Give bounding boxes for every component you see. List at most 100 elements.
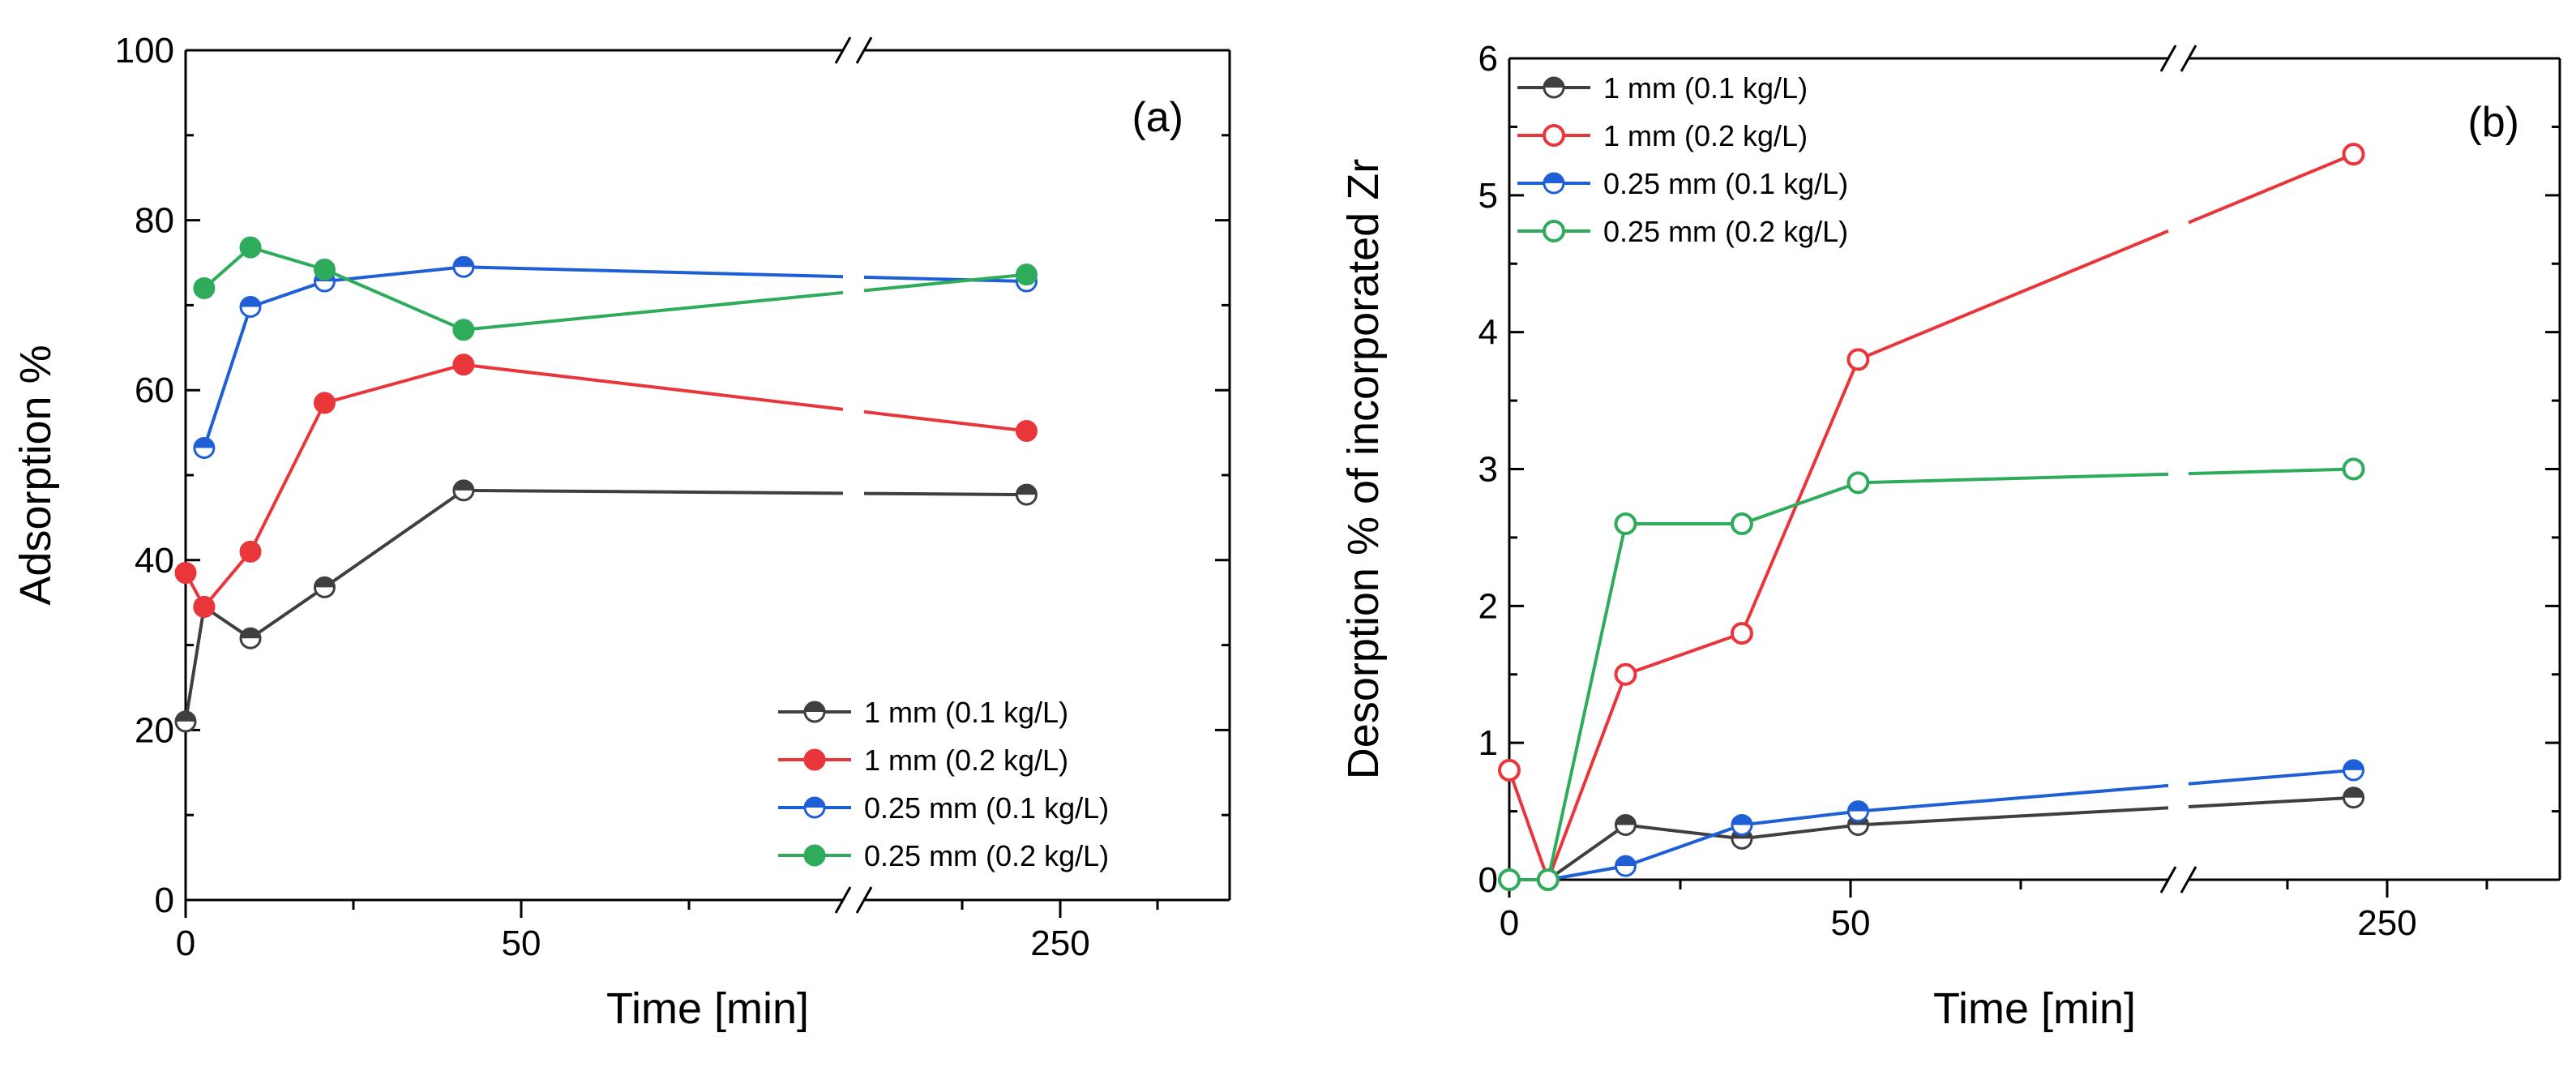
data-point <box>1498 758 1521 782</box>
legend: 1 mm (0.1 kg/L) 1 mm (0.2 kg/L) 0.25 mm (0… <box>778 696 1109 872</box>
y-axis-label: Adsorption % <box>11 345 60 605</box>
series-line-segment <box>249 402 327 553</box>
series-0-25-mm-0-1-kg-l <box>1537 759 2365 891</box>
series-line-segment <box>250 246 326 272</box>
marker-fill-half <box>1544 78 1564 88</box>
series-line-segment <box>863 409 1027 433</box>
panel-label: (a) <box>1132 94 1183 141</box>
series-line-segment <box>184 606 206 722</box>
y-tick-label: 4 <box>1478 313 1498 353</box>
legend-marker <box>803 844 826 867</box>
data-point <box>1846 800 1869 823</box>
y-tick-label: 0 <box>155 881 174 920</box>
data-point <box>452 479 475 502</box>
marker-fill-half <box>453 480 473 491</box>
series-line-segment <box>249 585 326 640</box>
axis-break-symbol: // <box>2178 40 2179 41</box>
series-line-segment <box>1857 229 2169 362</box>
series-line-segment <box>250 280 326 309</box>
x-tick-label: 0 <box>1500 903 1519 943</box>
legend-marker <box>1543 172 1565 195</box>
legend-label: 1 mm (0.2 kg/L) <box>864 744 1068 777</box>
data-point <box>2343 759 2365 782</box>
x-tick-label: 0 <box>176 924 195 963</box>
data-point <box>2342 457 2365 481</box>
series-0-25-mm-0-2-kg-l <box>193 236 1038 341</box>
legend-label: 0.25 mm (0.2 kg/L) <box>864 839 1109 872</box>
series-1-mm-0-2-kg-l <box>174 354 1038 618</box>
marker-fill-half <box>1615 815 1636 825</box>
data-point <box>1614 813 1637 836</box>
series-line-segment <box>463 488 844 495</box>
x-tick-label: 50 <box>502 924 541 963</box>
legend-marker <box>1543 220 1565 242</box>
series-line-segment <box>1858 783 2169 813</box>
series-line-segment <box>1546 674 1628 881</box>
data-point <box>174 562 197 585</box>
marker-fill-half <box>1848 801 1868 812</box>
legend-label: 0.25 mm (0.1 kg/L) <box>864 791 1109 825</box>
axis-break-mark <box>834 36 852 64</box>
series-line-segment <box>1741 481 1859 525</box>
data-point <box>2342 143 2365 166</box>
marker-fill-half <box>241 628 261 639</box>
axis-break-mark <box>855 36 873 64</box>
series-line-segment <box>2188 467 2354 476</box>
series-line-segment <box>863 272 1027 293</box>
data-point <box>239 540 262 563</box>
series-line-segment <box>202 306 252 449</box>
y-tick-label: 6 <box>1478 39 1498 79</box>
data-point <box>1015 420 1038 443</box>
y-tick-label: 5 <box>1478 176 1498 216</box>
axis-break-mark <box>855 886 873 914</box>
marker-fill-half <box>1016 485 1037 495</box>
series-0-25-mm-0-2-kg-l <box>1498 457 2365 891</box>
data-point <box>313 392 336 414</box>
series-line-segment <box>323 489 465 589</box>
series-line-segment <box>1858 472 2169 485</box>
data-point <box>1846 348 1870 371</box>
data-point <box>1614 855 1637 877</box>
y-tick-label: 20 <box>135 710 174 750</box>
axis-break-mark <box>2180 866 2197 894</box>
series-line-segment <box>463 290 844 332</box>
y-tick-label: 60 <box>135 371 174 410</box>
data-point <box>452 354 475 376</box>
marker-fill-half <box>1615 856 1636 867</box>
legend-label: 1 mm (0.1 kg/L) <box>864 696 1068 729</box>
legend-marker <box>1543 124 1565 147</box>
marker-fill-half <box>1731 815 1752 825</box>
axis-break-symbol: // <box>2178 861 2179 863</box>
legend-label: 1 mm (0.1 kg/L) <box>1603 71 1808 105</box>
legend-marker <box>803 796 826 819</box>
series-1-mm-0-1-kg-l <box>174 479 1038 733</box>
legend-label: 0.25 mm (0.1 kg/L) <box>1603 167 1848 200</box>
series-line-segment <box>1547 864 1626 881</box>
data-point <box>1731 813 1753 836</box>
series-line-segment <box>1624 823 1743 868</box>
y-axis-label: Desorption % of incorporated Zr <box>1339 159 1388 779</box>
series-line-segment <box>863 491 1027 497</box>
data-point <box>1498 868 1521 891</box>
marker-fill-half <box>241 297 261 307</box>
y-tick-label: 40 <box>135 541 174 581</box>
marker-fill-half <box>194 438 214 448</box>
legend-label: 1 mm (0.2 kg/L) <box>1603 119 1808 152</box>
data-point <box>313 576 336 598</box>
series-line-segment <box>1546 523 1628 881</box>
data-point <box>1015 264 1038 286</box>
data-point <box>2343 786 2365 809</box>
series-line-segment <box>1741 809 1859 827</box>
series-line-segment <box>323 268 464 332</box>
data-point <box>239 627 262 649</box>
y-tick-label: 80 <box>135 201 174 241</box>
series-line-segment <box>863 275 1027 284</box>
data-point <box>1730 622 1753 645</box>
series-line-segment <box>2188 795 2354 808</box>
y-tick-label: 100 <box>115 31 174 71</box>
legend-marker <box>803 701 826 723</box>
x-axis-label: Time [min] <box>606 984 809 1033</box>
series-line-segment <box>2188 768 2354 786</box>
data-point <box>239 236 262 259</box>
series-line-segment <box>203 551 252 608</box>
